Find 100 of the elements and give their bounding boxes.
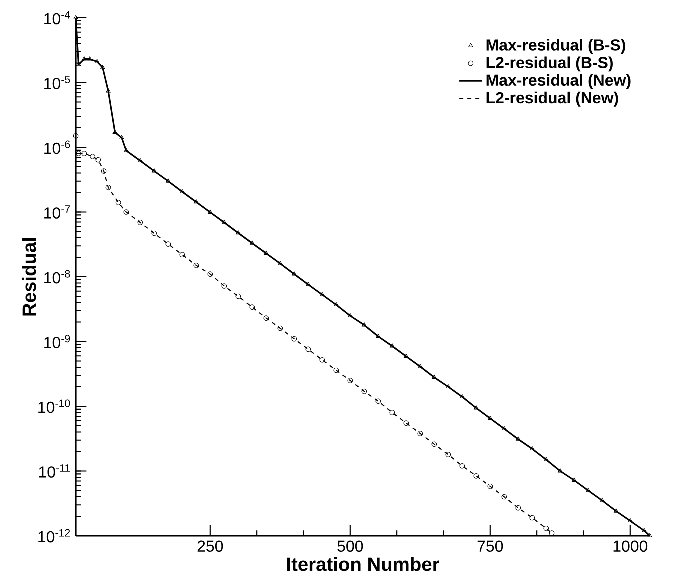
point xyxy=(138,220,144,226)
y-tick-label: 10$^{-8}$ xyxy=(44,270,70,284)
point xyxy=(106,184,112,190)
point xyxy=(432,374,437,380)
point xyxy=(418,431,424,436)
point xyxy=(194,200,199,204)
point xyxy=(474,406,479,410)
point xyxy=(120,135,124,140)
point xyxy=(124,148,129,152)
point xyxy=(82,151,88,156)
y-tick-label: 10$^{-5}$ xyxy=(44,76,70,90)
point xyxy=(544,526,550,532)
legend-label: Max-residual (New) xyxy=(486,74,631,90)
point xyxy=(460,394,465,399)
point xyxy=(306,346,312,352)
point xyxy=(334,368,340,374)
legend-label: L2-residual (New) xyxy=(486,92,618,107)
point xyxy=(74,15,78,20)
point xyxy=(90,154,96,160)
point xyxy=(100,65,106,70)
point xyxy=(152,168,157,173)
point xyxy=(642,528,647,532)
point xyxy=(446,452,452,458)
point xyxy=(73,133,79,139)
x-tick-label: 250 xyxy=(198,540,224,552)
point xyxy=(112,130,118,134)
legend-label: L2-residual (B-S) xyxy=(486,56,613,72)
point xyxy=(586,488,591,492)
point xyxy=(166,178,171,183)
point xyxy=(460,463,466,469)
point xyxy=(558,468,563,473)
point xyxy=(124,210,130,215)
point xyxy=(96,157,102,163)
point xyxy=(236,294,242,300)
point xyxy=(488,484,494,490)
point xyxy=(390,410,396,416)
point xyxy=(76,151,82,156)
y-tick-label: 10$^{-6}$ xyxy=(44,140,70,154)
legend-label: Max-residual (B-S) xyxy=(486,39,626,54)
point xyxy=(116,200,122,206)
point xyxy=(320,292,325,296)
point xyxy=(648,533,652,538)
point xyxy=(348,313,353,318)
point xyxy=(362,322,367,327)
point xyxy=(544,457,549,462)
point xyxy=(376,398,382,404)
point xyxy=(549,530,555,536)
point xyxy=(474,473,480,479)
point xyxy=(446,384,451,388)
point xyxy=(278,326,284,332)
point xyxy=(516,505,522,511)
x-axis-title: Iteration Number xyxy=(287,557,440,572)
point xyxy=(292,336,298,342)
point xyxy=(628,518,633,523)
point xyxy=(488,416,493,420)
point xyxy=(362,388,368,394)
y-tick-label: 10$^{-11}$ xyxy=(39,464,70,478)
y-axis-title: Residual xyxy=(22,238,36,316)
point xyxy=(348,378,354,384)
point xyxy=(101,168,107,174)
point xyxy=(138,158,143,162)
point xyxy=(94,59,100,64)
point xyxy=(208,272,214,277)
point xyxy=(600,498,605,502)
point xyxy=(264,250,269,256)
point xyxy=(614,508,619,513)
point xyxy=(250,304,256,310)
point xyxy=(106,88,111,93)
point xyxy=(152,230,158,236)
point xyxy=(222,284,228,289)
point xyxy=(208,210,213,214)
point xyxy=(418,364,423,368)
point xyxy=(222,220,227,224)
point xyxy=(236,230,241,235)
point xyxy=(180,252,186,258)
point xyxy=(88,56,92,61)
point xyxy=(502,426,507,430)
x-tick-label: 500 xyxy=(338,540,364,552)
point xyxy=(432,442,438,448)
point xyxy=(502,494,508,500)
point xyxy=(82,56,87,61)
point xyxy=(390,344,395,348)
y-tick-label: 10$^{-10}$ xyxy=(38,400,70,414)
point xyxy=(166,242,172,247)
point xyxy=(530,446,535,451)
point xyxy=(404,354,409,358)
point xyxy=(292,272,297,276)
point xyxy=(320,357,326,363)
point xyxy=(530,515,536,521)
point xyxy=(180,189,185,194)
point xyxy=(334,302,339,306)
y-tick-label: 10$^{-7}$ xyxy=(44,206,70,219)
point xyxy=(278,261,283,266)
point xyxy=(306,282,311,286)
point xyxy=(572,478,577,482)
point xyxy=(376,334,381,338)
y-tick-label: 10$^{-12}$ xyxy=(38,529,70,543)
point xyxy=(404,420,410,426)
point xyxy=(516,436,521,441)
point xyxy=(250,240,255,245)
